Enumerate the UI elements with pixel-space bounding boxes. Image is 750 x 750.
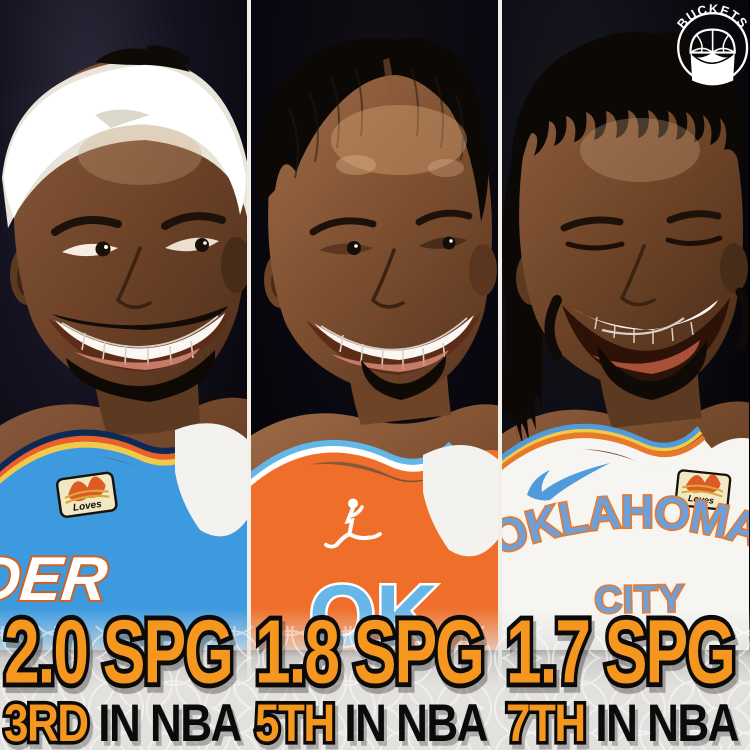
- svg-text:NDER: NDER: [0, 545, 110, 614]
